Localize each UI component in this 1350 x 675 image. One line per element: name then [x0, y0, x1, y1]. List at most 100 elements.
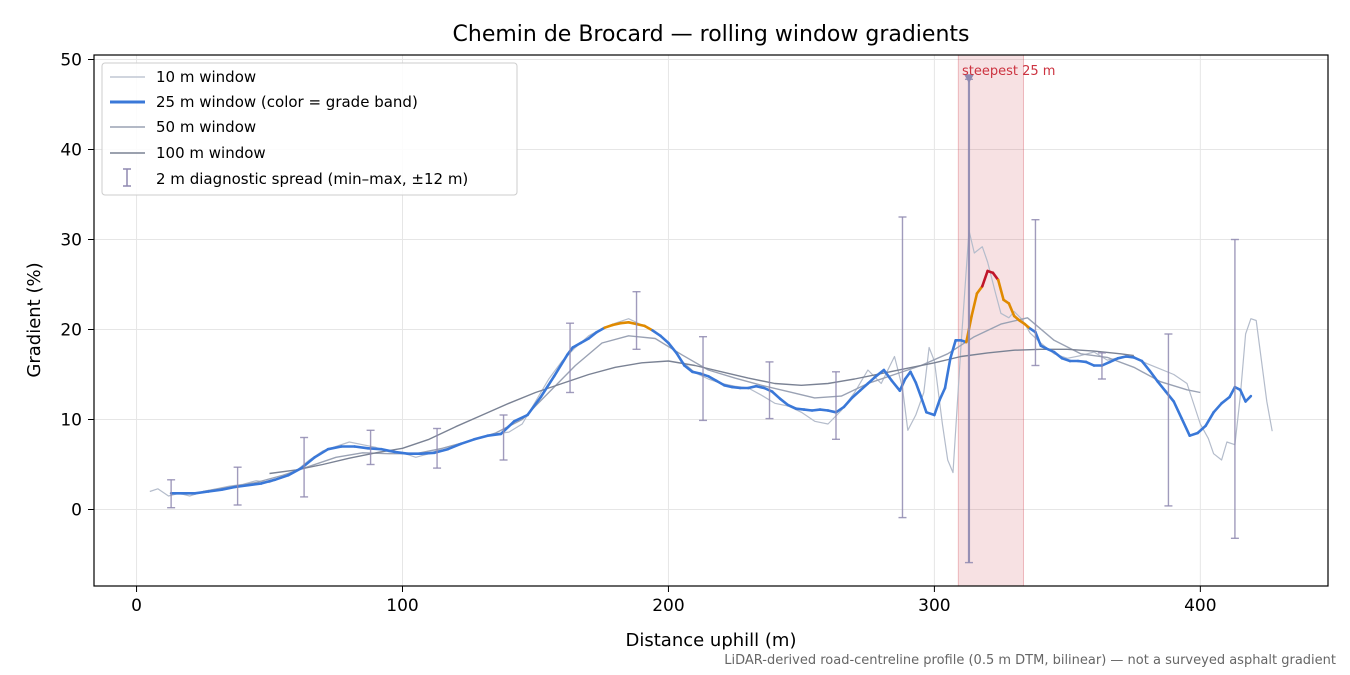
series-segment-25m	[1034, 330, 1043, 348]
series-segment-25m	[512, 413, 529, 423]
series-segment-25m	[909, 370, 918, 384]
error-bar	[167, 479, 176, 509]
series-segment-25m	[746, 384, 758, 390]
error-bar	[1031, 218, 1040, 367]
series-segment-25m	[246, 482, 263, 487]
series-segment-25m	[903, 370, 912, 381]
series-segment-25m	[842, 396, 854, 409]
series-segment-25m	[762, 386, 774, 393]
series-segment-25m	[1188, 431, 1199, 438]
series-segment-25m	[393, 450, 410, 456]
series-segment-25m	[486, 432, 503, 438]
series-segment-25m	[1084, 360, 1096, 367]
legend-box	[101, 62, 518, 196]
series-segment-25m	[353, 445, 370, 450]
series-segment-25m	[699, 372, 710, 378]
series-segment-25m	[882, 368, 894, 383]
legend-swatch-errorbar	[123, 168, 131, 187]
series-segment-25m	[419, 451, 436, 456]
series-segment-25m	[1204, 410, 1215, 428]
series-segment-25m	[925, 410, 936, 417]
series-segment-25m	[473, 434, 489, 441]
series-segment-25m	[919, 395, 928, 414]
series-segment-25m	[667, 341, 678, 355]
x-tick-label: 100	[386, 596, 418, 616]
legend-label-25m: 25 m window (color = grade band)	[156, 93, 418, 111]
series-segment-25m	[1076, 359, 1088, 364]
series-segment-25m	[786, 403, 798, 411]
error-bar	[1164, 333, 1173, 507]
series-segment-25m	[526, 395, 543, 417]
series-segment-25m	[273, 473, 290, 482]
y-tick-label: 50	[60, 51, 82, 71]
series-segment-25m	[715, 379, 726, 387]
series-segment-25m	[1100, 360, 1112, 367]
error-bar	[632, 291, 641, 350]
series-segment-25m	[1172, 400, 1184, 420]
error-bar	[366, 429, 375, 466]
series-line-100m	[269, 348, 1134, 475]
series-segment-25m	[970, 292, 979, 318]
series-segment-25m	[1212, 401, 1223, 414]
series-segment-25m	[1108, 356, 1120, 364]
series-segment-25m	[683, 364, 694, 374]
error-bar	[566, 322, 575, 394]
error-bar	[300, 436, 309, 498]
y-tick-label: 0	[71, 501, 82, 521]
series-segment-25m	[552, 353, 569, 378]
x-tick-label: 300	[918, 596, 950, 616]
series-segment-25m	[810, 408, 822, 412]
series-segment-25m	[914, 381, 923, 399]
series-segment-25m	[1156, 380, 1168, 393]
series-segment-25m	[1238, 388, 1247, 403]
x-tick-label: 400	[1184, 596, 1216, 616]
series-segment-25m	[1124, 355, 1136, 359]
series-segment-25m	[571, 341, 582, 349]
series-segment-25m	[1132, 356, 1144, 363]
series-segment-25m	[834, 405, 846, 414]
error-bar	[233, 466, 242, 506]
series-segment-25m	[802, 408, 814, 412]
series-segment-25m	[207, 488, 223, 493]
series-segment-25m	[539, 374, 556, 399]
y-tick-label: 30	[60, 231, 82, 251]
error-bar	[898, 216, 907, 519]
error-bar	[499, 414, 508, 461]
series-segment-25m	[1044, 347, 1056, 354]
series-segment-25m	[707, 374, 718, 383]
series-segment-25m	[1148, 369, 1160, 384]
series-segment-25m	[826, 409, 838, 414]
series-segment-25m	[260, 478, 277, 485]
series-segment-25m	[949, 338, 957, 360]
legend-label-50m: 50 m window	[156, 118, 256, 136]
series-segment-25m	[730, 385, 742, 390]
series-segment-25m	[980, 269, 989, 288]
series-segment-25m	[991, 271, 1000, 282]
y-tick-label: 20	[60, 321, 82, 341]
series-segment-25m	[794, 407, 806, 411]
series-segment-25m	[313, 447, 330, 459]
series-segment-25m	[643, 324, 654, 332]
series-segment-25m	[635, 322, 646, 328]
error-bar	[433, 427, 442, 469]
series-segment-25m	[286, 466, 303, 477]
series-segment-25m	[1164, 390, 1176, 403]
series-segment-25m	[1244, 394, 1253, 403]
series-segment-25m	[866, 374, 878, 385]
series-segment-25m	[933, 398, 942, 417]
series-segment-25m	[1116, 355, 1128, 360]
error-bar	[1097, 352, 1106, 380]
grid	[94, 55, 1328, 586]
series-segment-25m	[975, 284, 984, 295]
series-lines	[149, 229, 1273, 497]
error-bar	[765, 361, 774, 420]
series-segment-25m	[587, 330, 598, 340]
x-axis-label: Distance uphill (m)	[626, 630, 797, 651]
series-segment-25m	[675, 351, 686, 367]
legend: 10 m window 25 m window (color = grade b…	[101, 62, 518, 196]
steepest-marker: steepest 25 m	[962, 64, 1055, 563]
series-segment-25m	[1220, 395, 1231, 405]
series-segment-25m	[1196, 424, 1207, 435]
series-segment-25m	[446, 442, 463, 451]
